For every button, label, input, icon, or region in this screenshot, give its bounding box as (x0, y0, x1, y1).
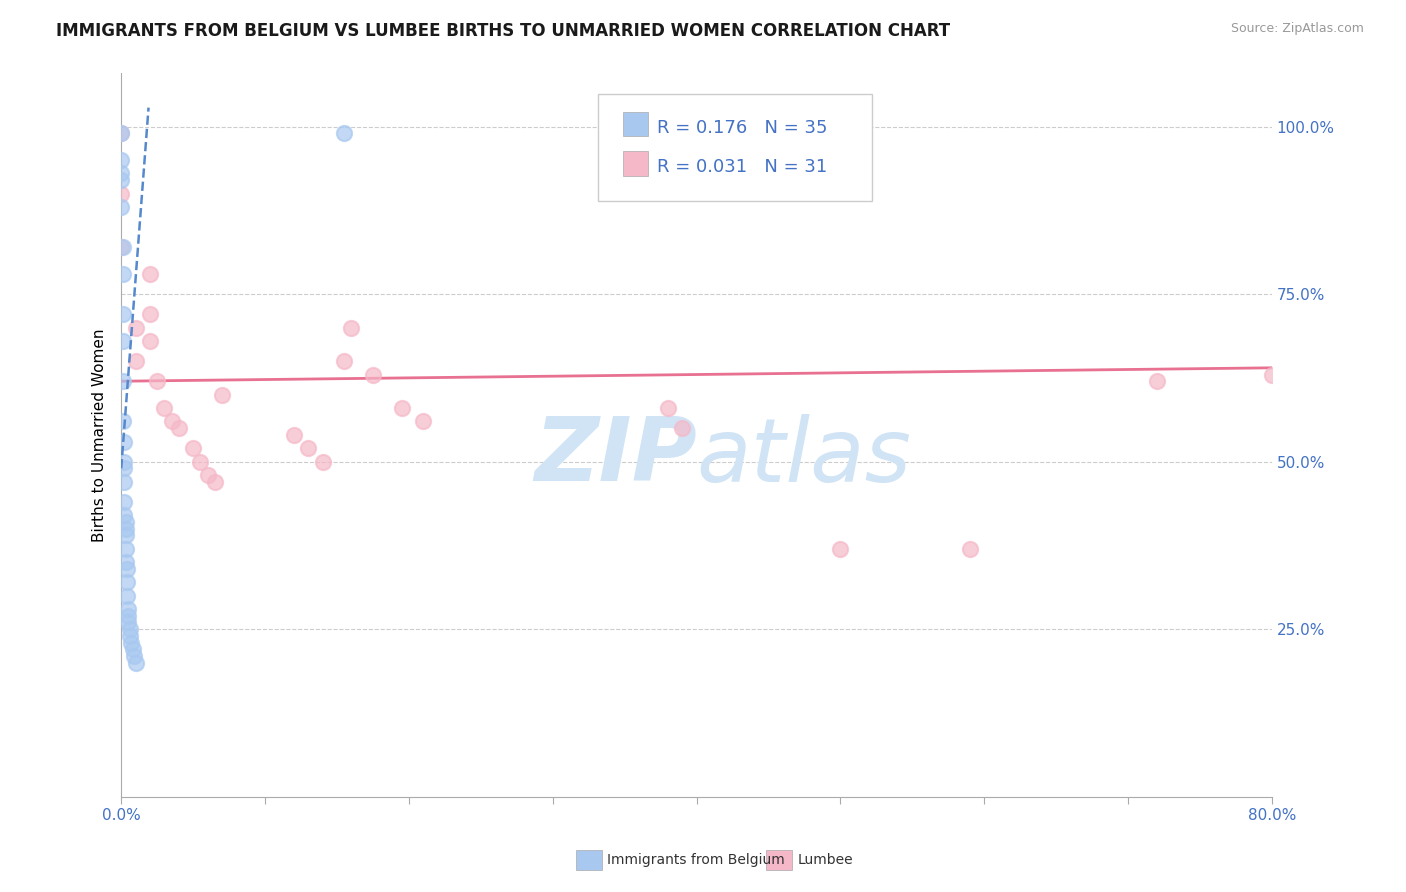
Point (110, 173, 132, 187)
Point (112, 461, 135, 475)
Point (111, 414, 134, 428)
Point (117, 608, 139, 623)
Point (114, 515, 136, 529)
Point (111, 374, 134, 388)
Point (146, 374, 169, 388)
Text: atlas: atlas (696, 414, 911, 500)
Point (114, 528, 136, 542)
Point (111, 334, 134, 348)
Text: R = 0.031   N = 31: R = 0.031 N = 31 (657, 158, 827, 176)
Point (110, 200, 132, 214)
Point (118, 629, 141, 643)
Point (112, 495, 135, 509)
Point (111, 240, 134, 254)
Point (115, 575, 138, 590)
Point (121, 642, 143, 657)
Point (283, 427, 305, 442)
Point (117, 602, 139, 616)
Point (361, 368, 384, 382)
Point (211, 387, 233, 401)
Point (118, 622, 141, 636)
Point (112, 434, 135, 449)
Point (114, 522, 136, 536)
Text: ZIP: ZIP (534, 413, 696, 500)
Point (160, 414, 183, 428)
Point (181, 441, 204, 455)
Point (110, 126, 132, 140)
Point (115, 589, 138, 603)
Point (124, 354, 146, 368)
Text: R = 0.176   N = 35: R = 0.176 N = 35 (657, 119, 827, 136)
Point (297, 441, 319, 455)
Point (311, 455, 333, 469)
Text: Lumbee: Lumbee (797, 853, 853, 867)
Point (139, 307, 162, 321)
Point (959, 541, 981, 556)
Point (167, 421, 190, 435)
Point (1146, 374, 1168, 388)
Point (120, 635, 142, 649)
Point (333, 126, 356, 140)
Text: IMMIGRANTS FROM BELGIUM VS LUMBEE BIRTHS TO UNMARRIED WOMEN CORRELATION CHART: IMMIGRANTS FROM BELGIUM VS LUMBEE BIRTHS… (56, 22, 950, 40)
Point (412, 414, 434, 428)
Point (110, 166, 132, 180)
Point (112, 508, 135, 523)
Point (391, 401, 413, 415)
Point (110, 153, 132, 167)
Point (114, 555, 136, 569)
Point (188, 455, 211, 469)
Point (112, 455, 135, 469)
Point (124, 320, 146, 334)
Text: Source: ZipAtlas.com: Source: ZipAtlas.com (1230, 22, 1364, 36)
Y-axis label: Births to Unmarried Women: Births to Unmarried Women (93, 328, 107, 541)
Point (117, 615, 139, 630)
Point (115, 562, 138, 576)
Point (122, 648, 145, 663)
Point (657, 401, 679, 415)
Point (139, 267, 162, 281)
Point (204, 475, 226, 489)
Point (197, 468, 219, 483)
Point (110, 126, 132, 140)
Point (340, 320, 363, 334)
Point (110, 240, 132, 254)
Point (112, 475, 135, 489)
Point (124, 656, 146, 670)
Point (111, 267, 134, 281)
Text: Immigrants from Belgium: Immigrants from Belgium (607, 853, 785, 867)
Point (830, 541, 852, 556)
Point (139, 334, 162, 348)
Point (1261, 368, 1284, 382)
Point (153, 401, 176, 415)
Point (114, 541, 136, 556)
Point (111, 307, 134, 321)
Point (671, 421, 693, 435)
Point (110, 186, 132, 201)
Point (333, 354, 356, 368)
